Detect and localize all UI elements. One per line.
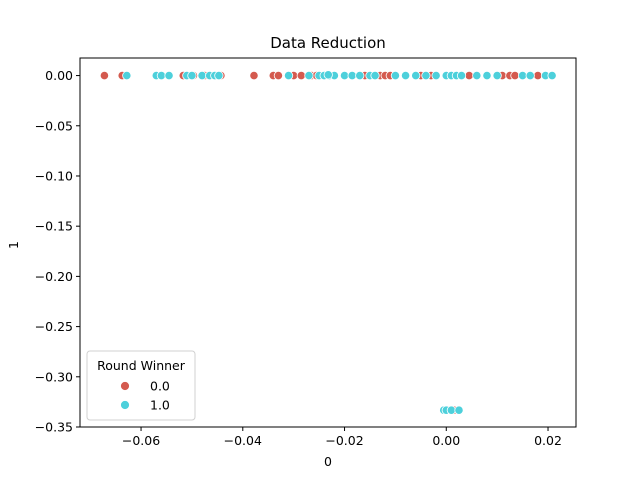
- data-point-series-1: [197, 70, 207, 81]
- plot-frame: [79, 57, 577, 428]
- data-point-series-0: [296, 70, 306, 81]
- data-point-series-1: [411, 70, 421, 81]
- data-point-series-1: [323, 70, 333, 80]
- data-point-series-1: [456, 70, 467, 81]
- y-tick-label: −0.30: [35, 369, 73, 384]
- y-tick-label: −0.20: [35, 269, 73, 284]
- x-axis-label: 0: [324, 454, 332, 469]
- data-point-series-1: [482, 70, 492, 81]
- data-point-series-0: [510, 70, 520, 81]
- data-point-series-0: [464, 70, 474, 81]
- x-tick-label: −0.06: [122, 433, 160, 448]
- y-axis-label: 1: [6, 241, 21, 249]
- data-point-series-1: [122, 70, 132, 81]
- legend-marker: [120, 381, 130, 391]
- legend-box: [86, 350, 196, 421]
- data-point-series-1: [431, 70, 441, 81]
- data-point-series-1: [517, 70, 528, 81]
- data-point-series-1: [339, 70, 350, 81]
- y-tick-label: −0.25: [35, 319, 73, 334]
- data-point-series-1: [164, 70, 174, 81]
- y-tick-label: −0.15: [35, 219, 73, 234]
- data-point-series-0: [249, 70, 259, 81]
- data-points: [99, 70, 557, 415]
- legend-label: 0.0: [150, 379, 170, 394]
- data-point-series-1: [421, 70, 431, 81]
- data-point-series-1: [446, 405, 456, 415]
- data-point-series-1: [525, 70, 535, 81]
- data-point-series-1: [283, 70, 294, 81]
- y-tick-label: −0.05: [35, 118, 73, 133]
- data-point-series-1: [304, 70, 314, 81]
- data-point-series-1: [156, 70, 166, 81]
- legend: Round Winner 0.0 1.0: [86, 350, 196, 421]
- legend-label: 1.0: [150, 398, 170, 413]
- data-point-series-1: [547, 70, 557, 81]
- x-tick-label: −0.04: [224, 433, 262, 448]
- data-point-series-1: [400, 70, 411, 81]
- data-point-series-1: [347, 70, 357, 81]
- data-point-series-1: [355, 70, 365, 81]
- data-point-series-1: [492, 70, 502, 81]
- x-tick-label: 0.00: [432, 433, 460, 448]
- y-tick-label: −0.35: [35, 420, 73, 435]
- data-point-series-1: [390, 70, 401, 81]
- data-point-series-1: [472, 70, 482, 81]
- legend-marker: [120, 400, 130, 410]
- x-tick-label: −0.02: [325, 433, 363, 448]
- data-point-series-1: [214, 70, 224, 81]
- y-tick-label: 0.00: [45, 68, 73, 83]
- data-point-series-0: [533, 70, 543, 81]
- data-point-series-1: [454, 405, 464, 415]
- y-tick-label: −0.10: [35, 168, 73, 183]
- data-point-series-0: [273, 70, 283, 81]
- axes: −0.06 −0.04 −0.02 0.00 0.02 0.00 −0.05 −0.10 −0.…: [35, 57, 577, 448]
- data-point-series-1: [187, 70, 197, 81]
- chart-title: Data Reduction: [270, 34, 386, 52]
- x-tick-label: 0.02: [534, 433, 562, 448]
- data-point-series-0: [99, 70, 110, 81]
- data-point-series-1: [370, 70, 380, 81]
- legend-title: Round Winner: [97, 358, 186, 373]
